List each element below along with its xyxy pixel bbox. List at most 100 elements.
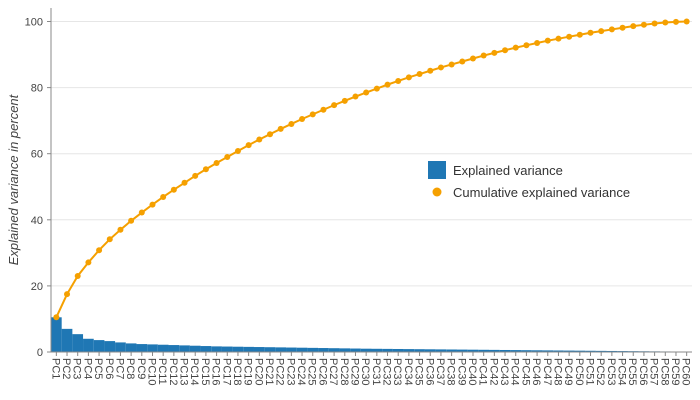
x-tick-label: PC56 <box>637 358 649 386</box>
bar-pc47 <box>542 350 554 352</box>
y-tick-label: 20 <box>31 281 43 293</box>
bar-pc14 <box>189 345 201 352</box>
x-tick-label: PC25 <box>306 358 318 386</box>
bar-pc35 <box>414 349 425 352</box>
legend-label-cumulative-variance: Cumulative explained variance <box>453 185 630 200</box>
cumulative-point-pc47 <box>544 37 551 44</box>
x-tick-label: PC29 <box>348 358 360 386</box>
x-tick-label: PC11 <box>156 358 168 385</box>
cumulative-point-pc31 <box>373 85 380 92</box>
x-tick-label: PC51 <box>584 358 596 386</box>
x-tick-label: PC41 <box>477 358 489 386</box>
cumulative-point-pc21 <box>267 131 274 138</box>
cumulative-point-pc13 <box>181 179 188 186</box>
bar-pc45 <box>521 350 532 352</box>
cumulative-point-pc32 <box>384 81 391 88</box>
bar-pc13 <box>179 345 190 352</box>
x-tick-labels: PC1PC2PC3PC4PC5PC6PC7PC8PC9PC10PC11PC12P… <box>49 358 691 386</box>
x-tick-label: PC57 <box>648 358 660 386</box>
bar-pc53 <box>606 350 618 352</box>
bar-pc52 <box>595 350 607 352</box>
x-tick-label: PC46 <box>530 358 542 386</box>
axes <box>47 8 692 356</box>
cumulative-point-pc27 <box>331 102 338 109</box>
bar-pc42 <box>489 349 500 352</box>
bar-pc38 <box>446 349 457 352</box>
y-tick-label: 100 <box>25 17 43 29</box>
bar-pc33 <box>392 348 404 352</box>
cumulative-point-pc51 <box>587 29 594 36</box>
x-tick-label: PC33 <box>391 358 403 386</box>
cumulative-point-pc57 <box>651 20 658 27</box>
x-tick-label: PC58 <box>658 358 670 386</box>
bar-pc31 <box>371 348 383 352</box>
cumulative-point-pc25 <box>309 111 316 118</box>
x-tick-label: PC9 <box>135 358 147 379</box>
cumulative-point-pc7 <box>117 226 124 233</box>
cumulative-line-path <box>55 20 687 318</box>
cumulative-point-pc59 <box>672 18 679 25</box>
legend: Explained variance Cumulative explained … <box>428 161 630 200</box>
x-tick-label: PC22 <box>274 358 286 386</box>
x-tick-label: PC16 <box>210 358 222 386</box>
x-tick-label: PC20 <box>252 358 264 386</box>
x-tick-label: PC15 <box>199 358 211 386</box>
cumulative-variance-line <box>53 18 690 321</box>
bar-pc24 <box>296 347 308 352</box>
x-tick-label: PC45 <box>519 358 531 386</box>
y-tick-label: 40 <box>31 215 43 227</box>
cumulative-point-pc54 <box>619 24 626 31</box>
legend-label-explained-variance: Explained variance <box>453 163 563 178</box>
x-tick-label: PC13 <box>178 358 190 386</box>
y-tick-label: 80 <box>31 83 43 95</box>
bar-pc22 <box>275 347 287 352</box>
cumulative-point-pc45 <box>523 42 530 49</box>
bar-pc2 <box>61 328 73 352</box>
bar-pc41 <box>478 349 490 352</box>
bar-pc30 <box>360 348 372 352</box>
x-tick-label: PC52 <box>594 358 606 386</box>
bar-pc18 <box>232 346 244 352</box>
cumulative-point-pc52 <box>598 28 605 35</box>
cumulative-point-pc44 <box>512 44 519 51</box>
x-tick-label: PC42 <box>487 358 499 386</box>
x-tick-label: PC48 <box>551 358 563 386</box>
x-tick-label: PC26 <box>316 358 328 386</box>
x-tick-label: PC40 <box>466 358 478 386</box>
cumulative-point-pc39 <box>459 58 466 65</box>
bar-pc40 <box>467 349 479 352</box>
x-tick-label: PC31 <box>370 358 382 386</box>
legend-swatch-explained-variance <box>428 161 446 179</box>
cumulative-point-pc8 <box>128 217 135 224</box>
cumulative-point-pc33 <box>395 77 402 84</box>
x-tick-label: PC43 <box>498 358 510 386</box>
cumulative-point-pc36 <box>427 67 434 74</box>
bar-pc16 <box>211 346 222 352</box>
cumulative-point-pc16 <box>213 159 220 166</box>
bar-pc3 <box>72 334 84 352</box>
bar-pc50 <box>574 350 586 352</box>
x-tick-label: PC7 <box>113 358 125 379</box>
bar-pc32 <box>382 348 393 352</box>
cumulative-point-pc28 <box>341 97 348 104</box>
x-tick-label: PC28 <box>338 358 350 386</box>
x-tick-label: PC23 <box>284 358 296 386</box>
cumulative-point-pc46 <box>534 39 541 46</box>
bar-pc43 <box>499 349 511 352</box>
bar-pc25 <box>307 347 319 352</box>
bar-pc46 <box>531 350 543 352</box>
bar-pc21 <box>264 347 276 352</box>
x-tick-label: PC60 <box>680 358 692 386</box>
x-tick-label: PC19 <box>242 358 254 386</box>
x-tick-label: PC38 <box>445 358 457 386</box>
bar-pc23 <box>286 347 297 352</box>
x-tick-label: PC24 <box>295 358 307 386</box>
x-tick-label: PC59 <box>669 358 681 386</box>
x-tick-label: PC12 <box>167 358 179 386</box>
x-tick-label: PC53 <box>605 358 617 386</box>
bar-pc4 <box>83 338 94 352</box>
cumulative-point-pc12 <box>170 186 177 193</box>
cumulative-point-pc43 <box>502 47 509 54</box>
cumulative-point-pc19 <box>245 142 252 149</box>
cumulative-point-pc5 <box>96 247 103 254</box>
